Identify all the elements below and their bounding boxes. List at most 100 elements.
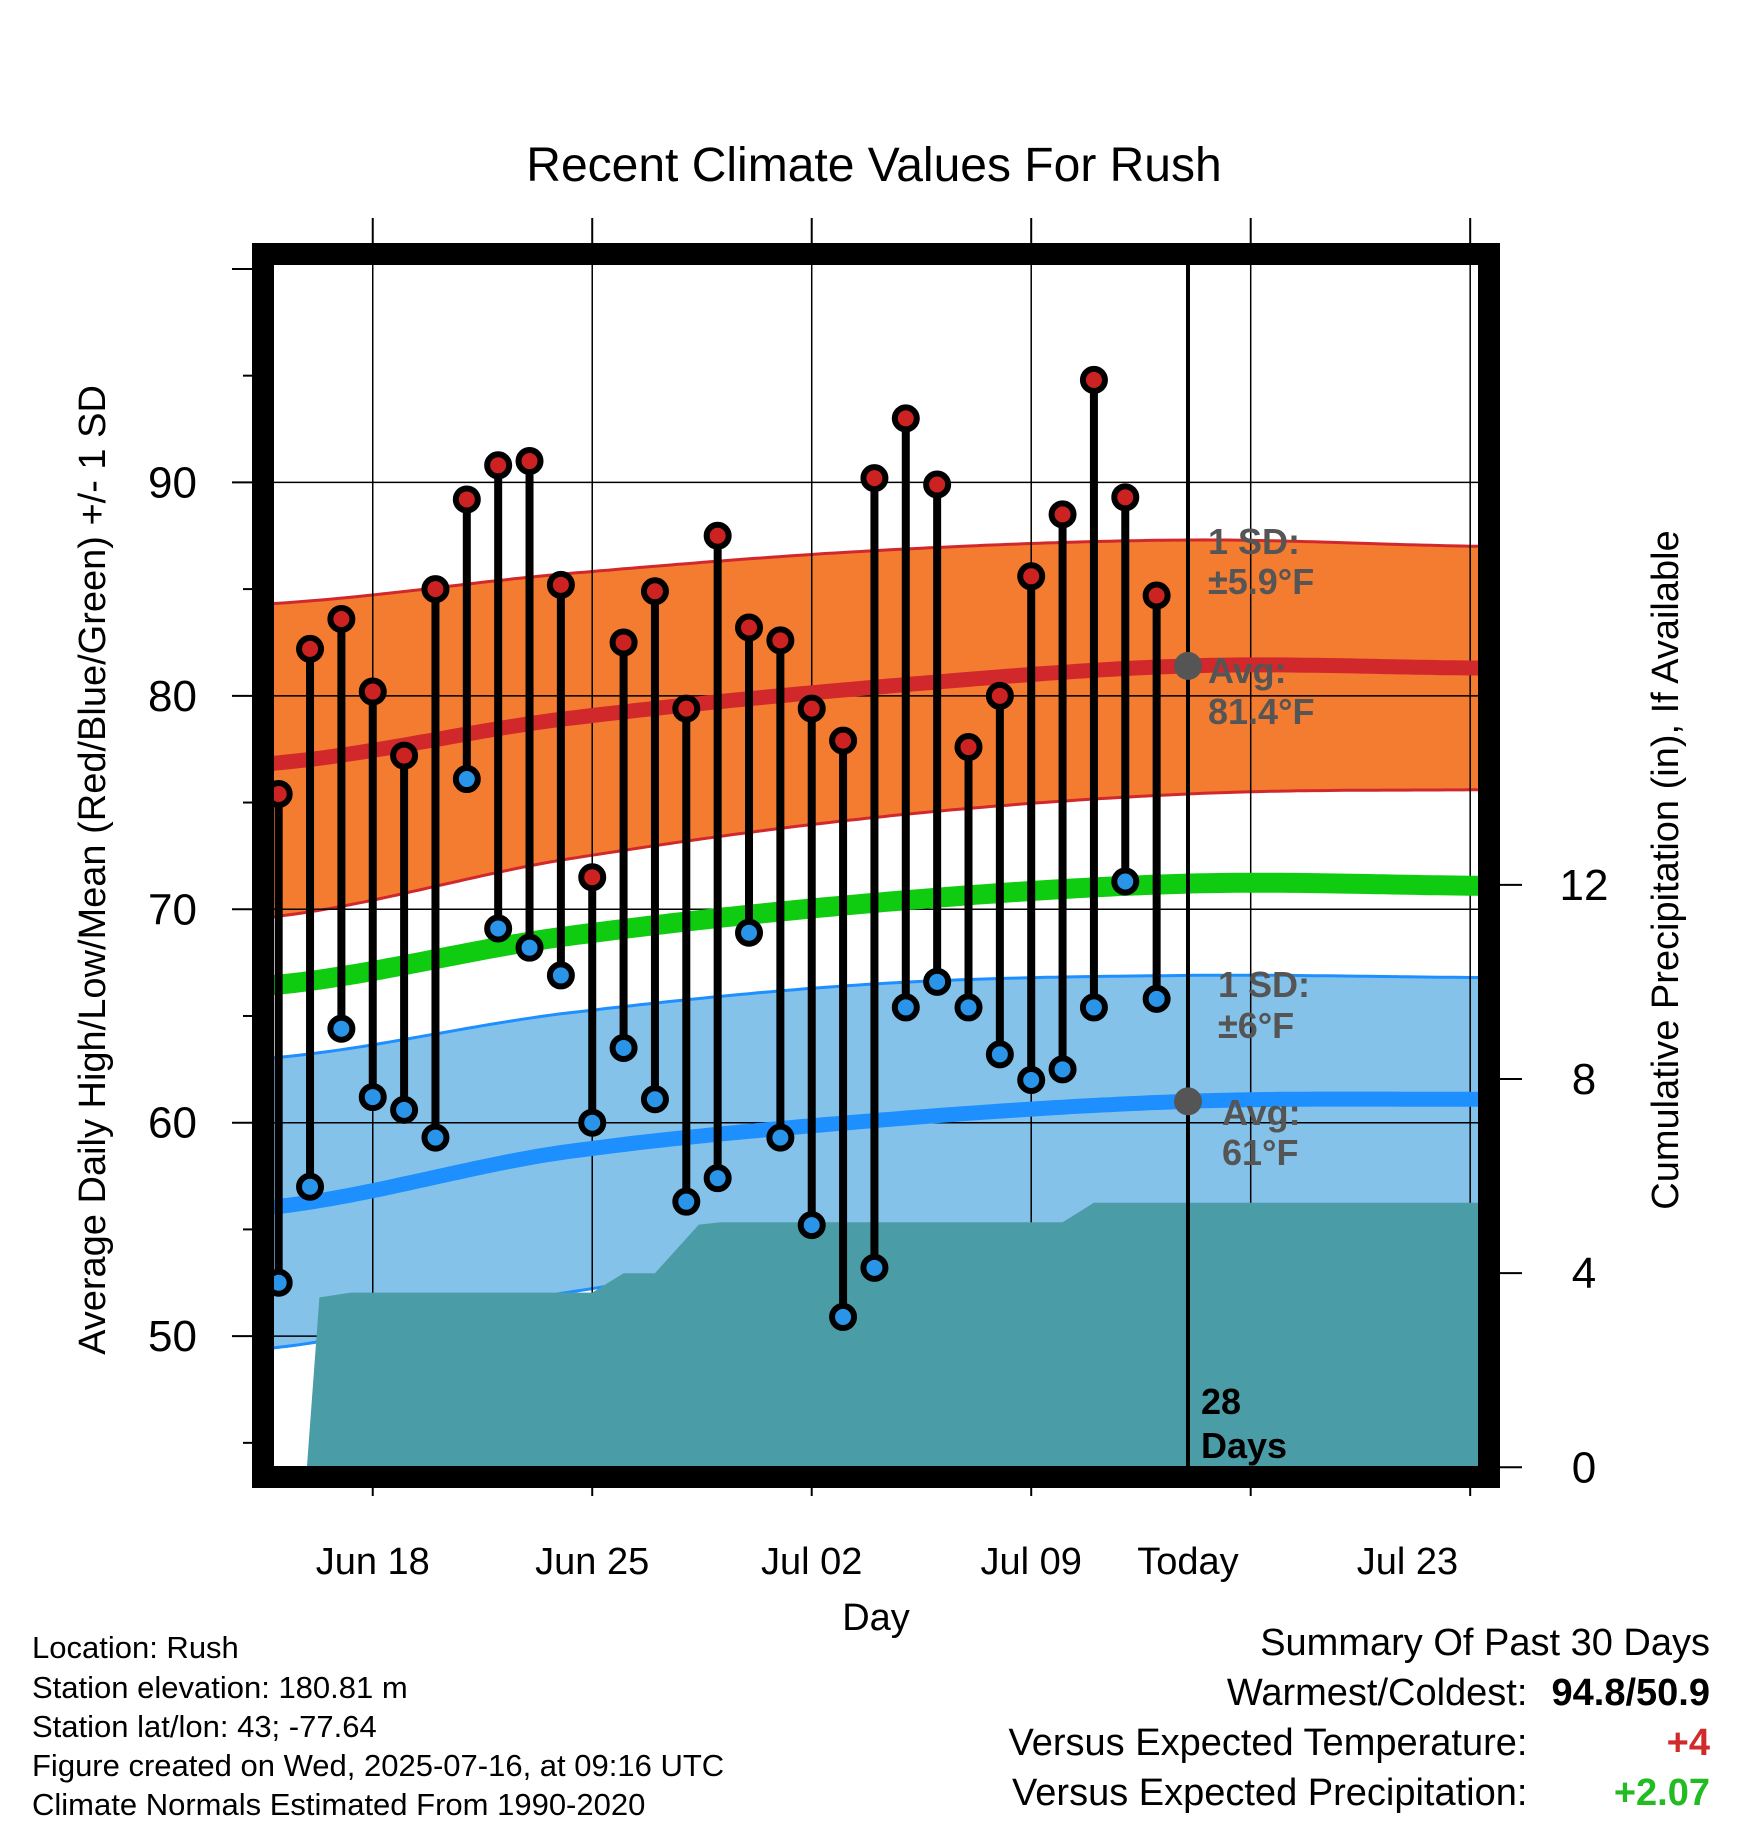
daily-high-marker	[358, 677, 387, 706]
daily-low-marker	[296, 1172, 325, 1201]
low-avg-label: Avg: 61°F	[1222, 1092, 1301, 1173]
daily-high-marker	[296, 634, 325, 663]
daily-high-marker	[327, 604, 356, 633]
info-normals: Climate Normals Estimated From 1990-2020	[32, 1787, 646, 1822]
daily-low-marker	[672, 1187, 701, 1216]
daily-low-marker	[484, 914, 513, 943]
y2-axis-label: Cumulative Precipitation (in), If Availa…	[1645, 530, 1687, 1209]
daily-low-marker	[703, 1164, 732, 1193]
y-tick-label: 70	[148, 885, 197, 934]
daily-low-marker	[358, 1083, 387, 1112]
precipitation-label: Versus Expected Precipitation:	[1012, 1772, 1528, 1814]
daily-high-marker	[797, 694, 826, 723]
daily-high-marker	[829, 726, 858, 755]
daily-high-marker	[954, 733, 983, 762]
band-labels: 1 SD: ±5.9°F Avg: 81.4°F 1 SD: ±6°F Avg: 61°F 28…	[1201, 521, 1314, 1466]
summary-precipitation: Versus Expected Precipitation: +2.07	[1012, 1772, 1710, 1815]
daily-low-marker	[1142, 984, 1171, 1013]
daily-high-marker	[703, 521, 732, 550]
precipitation-area	[306, 1202, 1489, 1477]
low-sd-label: 1 SD: ±6°F	[1218, 964, 1310, 1046]
precipitation-fill	[306, 1202, 1489, 1477]
daily-high-marker	[609, 628, 638, 657]
y-tick-label: 80	[148, 672, 197, 721]
daily-high-marker	[1111, 483, 1140, 512]
daily-low-marker	[1017, 1066, 1046, 1095]
daily-high-marker	[515, 447, 544, 476]
high-avg-label: Avg: 81.4°F	[1208, 650, 1314, 732]
daily-low-marker	[327, 1014, 356, 1043]
daily-low-marker	[578, 1108, 607, 1137]
daily-low-marker	[390, 1095, 419, 1124]
today-line	[1173, 254, 1202, 1477]
daily-high-marker	[452, 485, 481, 514]
summary-warmest-coldest: Warmest/Coldest: 94.8/50.9	[1227, 1672, 1710, 1715]
daily-high-marker	[1142, 581, 1171, 610]
x-tick-label: Jul 02	[761, 1541, 862, 1583]
daily-low-marker	[829, 1302, 858, 1331]
daily-high-marker	[735, 613, 764, 642]
daily-low-marker	[640, 1085, 669, 1114]
y2-axis-ticks: 0 4 8 12	[1499, 861, 1608, 1492]
y2-tick-label: 4	[1572, 1249, 1596, 1298]
y-tick-label: 60	[148, 1099, 197, 1148]
daily-low-marker	[1079, 993, 1108, 1022]
x-axis-label: Day	[842, 1597, 910, 1639]
daily-high-marker	[985, 681, 1014, 710]
info-location: Location: Rush	[32, 1630, 239, 1665]
today-high-avg-marker	[1173, 651, 1202, 680]
daily-high-marker	[1079, 365, 1108, 394]
info-elevation: Station elevation: 180.81 m	[32, 1670, 408, 1705]
plot-frame	[252, 243, 1500, 1488]
x-tick-label: Jun 25	[535, 1541, 649, 1583]
daily-low-marker	[954, 993, 983, 1022]
daily-high-marker	[860, 464, 889, 493]
daily-low-marker	[609, 1033, 638, 1062]
y-axis-ticks: 50 60 70 80 90	[148, 267, 254, 1444]
daily-high-marker	[766, 626, 795, 655]
daily-high-marker	[390, 741, 419, 770]
x-tick-label: Jul 09	[981, 1541, 1082, 1583]
daily-low-marker	[1048, 1055, 1077, 1084]
daily-low-marker	[421, 1123, 450, 1152]
daily-low-marker	[766, 1123, 795, 1152]
info-created: Figure created on Wed, 2025-07-16, at 09…	[32, 1748, 725, 1783]
daily-low-marker	[515, 933, 544, 962]
summary-temperature: Versus Expected Temperature: +4	[1009, 1722, 1710, 1765]
daily-high-marker	[923, 470, 952, 499]
info-latlon: Station lat/lon: 43; -77.64	[32, 1709, 377, 1744]
plot-area	[263, 254, 1489, 1477]
y2-tick-label: 0	[1572, 1443, 1596, 1492]
daily-range-stems	[274, 379, 1161, 1317]
daily-low-marker	[1111, 867, 1140, 896]
daily-high-marker	[1048, 500, 1077, 529]
daily-low-marker	[735, 918, 764, 947]
daily-low-marker	[452, 765, 481, 794]
daily-low-marker	[797, 1211, 826, 1240]
temperature-value: +4	[1666, 1722, 1710, 1764]
x-tick-label: Jul 23	[1357, 1541, 1458, 1583]
daily-high-marker	[546, 570, 575, 599]
daily-high-marker	[484, 451, 513, 480]
precipitation-value: +2.07	[1613, 1772, 1710, 1814]
chart-title: Recent Climate Values For Rush	[526, 139, 1221, 192]
x-tick-label: Today	[1137, 1541, 1238, 1583]
daily-low-marker	[860, 1253, 889, 1282]
y2-tick-label: 8	[1572, 1055, 1596, 1104]
y-axis-label: Average Daily High/Low/Mean (Red/Blue/Gr…	[72, 385, 114, 1355]
x-tick-label: Jun 18	[316, 1541, 430, 1583]
daily-high-marker	[421, 575, 450, 604]
temperature-label: Versus Expected Temperature:	[1008, 1722, 1528, 1764]
daily-low-marker	[546, 961, 575, 990]
today-days-label: 28 Days	[1201, 1381, 1287, 1466]
warmest-coldest-value: 94.8/50.9	[1551, 1672, 1710, 1714]
x-axis-ticks: Jun 18 Jun 25 Jul 02 Jul 09 Today Jul 23	[316, 218, 1472, 1583]
daily-markers	[264, 365, 1171, 1331]
high-sd-label: 1 SD: ±5.9°F	[1208, 521, 1314, 602]
daily-low-marker	[985, 1040, 1014, 1069]
y-tick-label: 50	[148, 1312, 197, 1361]
daily-high-marker	[640, 577, 669, 606]
daily-low-marker	[923, 967, 952, 996]
daily-high-marker	[1017, 562, 1046, 591]
daily-high-marker	[891, 404, 920, 433]
